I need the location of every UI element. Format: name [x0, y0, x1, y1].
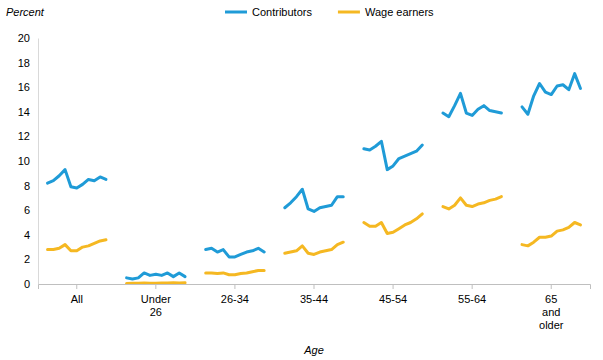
lines	[48, 74, 581, 284]
y-tick-label: 8	[24, 180, 30, 192]
x-tick: 65andolder	[539, 284, 564, 331]
legend-label: Contributors	[252, 6, 312, 18]
y-tick: 20	[18, 32, 38, 44]
x-tick-label-line: older	[539, 319, 564, 331]
series-line	[127, 273, 185, 279]
y-tick-label: 0	[24, 278, 30, 290]
y-tick: 12	[18, 130, 38, 142]
x-axis-line	[39, 285, 591, 290]
x-tick-mark	[155, 284, 156, 289]
series-line	[285, 242, 343, 254]
y-tick-label: 14	[18, 106, 30, 118]
x-tick-label-line: 26-34	[221, 293, 249, 305]
x-tick: 35-44	[300, 284, 328, 305]
x-tick-mark	[314, 284, 315, 289]
legend-item: Contributors	[225, 6, 312, 18]
x-axis-title: Age	[303, 344, 324, 356]
y-tick-label: 10	[18, 155, 30, 167]
y-tick-label: 2	[24, 253, 30, 265]
y-tick-label: 4	[24, 229, 30, 241]
y-tick-label: 20	[18, 32, 30, 44]
x-axis: All Under26 26-34 35-44 45-54 55-64 65andolder	[39, 284, 591, 331]
y-tick: 4	[24, 229, 38, 241]
x-tick: 45-54	[379, 284, 407, 305]
y-tick: 10	[18, 155, 38, 167]
x-tick-label: 26-34	[221, 293, 249, 305]
x-tick-label-line: 35-44	[300, 293, 328, 305]
y-tick: 8	[24, 180, 38, 192]
y-axis-title: Percent	[6, 6, 45, 18]
x-tick: Under26	[141, 284, 171, 318]
legend-swatch	[225, 11, 247, 14]
y-tick: 6	[24, 204, 38, 216]
y-tick: 18	[18, 57, 38, 69]
y-tick-label: 18	[18, 57, 30, 69]
x-tick-label: 65andolder	[539, 293, 564, 331]
x-tick-mark	[472, 284, 473, 289]
x-tick-label-line: 65	[545, 293, 557, 305]
series-line	[443, 93, 501, 116]
y-axis-line	[38, 39, 39, 285]
legend-item: Wage earners	[338, 6, 434, 18]
x-tick-label: 35-44	[300, 293, 328, 305]
x-tick-mark	[234, 284, 235, 289]
x-tick-label-line: All	[71, 293, 83, 305]
x-tick-label-line: 26	[150, 306, 162, 318]
x-tick-label-line: and	[542, 306, 560, 318]
series-line	[443, 197, 501, 209]
series-line	[206, 270, 264, 274]
x-tick-label-line: 45-54	[379, 293, 407, 305]
x-tick-label: All	[71, 293, 83, 305]
y-tick-label: 6	[24, 204, 30, 216]
x-tick: 26-34	[221, 284, 249, 305]
series-line	[364, 214, 422, 234]
x-tick-label: 55-64	[458, 293, 486, 305]
y-tick-label: 12	[18, 130, 30, 142]
x-tick-label: 45-54	[379, 293, 407, 305]
x-tick-label-line: 55-64	[458, 293, 486, 305]
legend-swatch	[338, 11, 360, 14]
series-line	[206, 248, 264, 257]
y-tick: 16	[18, 81, 38, 93]
y-tick-label: 16	[18, 81, 30, 93]
y-tick: 2	[24, 253, 38, 265]
legend-label: Wage earners	[365, 6, 434, 18]
series-line	[48, 240, 106, 251]
x-tick-mark	[76, 284, 77, 289]
x-tick: All	[71, 284, 83, 305]
chart: 0 2 4 6 8 10 12 14 16 18 20 All Under26 26-34 35-44 45-…	[0, 0, 603, 360]
series-line	[127, 281, 185, 284]
legend: Contributors Wage earners	[225, 6, 434, 18]
x-tick-mark	[551, 284, 552, 289]
series-line	[364, 141, 422, 169]
x-tick-label-line: Under	[141, 293, 171, 305]
series-line	[285, 189, 343, 211]
x-tick-label: Under26	[141, 293, 171, 318]
y-axis: 0 2 4 6 8 10 12 14 16 18 20	[18, 32, 39, 290]
x-tick: 55-64	[458, 284, 486, 305]
series-line	[522, 74, 580, 115]
series-line	[522, 223, 580, 246]
series-line	[48, 170, 106, 188]
y-tick: 14	[18, 106, 38, 118]
plot: 0 2 4 6 8 10 12 14 16 18 20 All Under26 26-34 35-44 45-…	[18, 32, 591, 331]
x-tick-mark	[393, 284, 394, 289]
y-tick: 0	[24, 278, 38, 290]
